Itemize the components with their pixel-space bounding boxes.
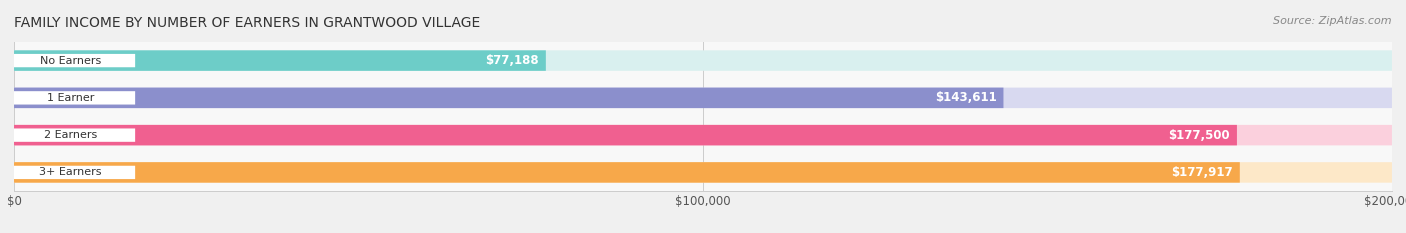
Text: Source: ZipAtlas.com: Source: ZipAtlas.com [1274,16,1392,26]
Text: $177,500: $177,500 [1168,129,1230,142]
Text: 1 Earner: 1 Earner [46,93,94,103]
FancyBboxPatch shape [14,162,1240,183]
FancyBboxPatch shape [14,162,1392,183]
Text: No Earners: No Earners [39,56,101,65]
FancyBboxPatch shape [6,90,136,105]
FancyBboxPatch shape [14,88,1392,108]
Text: 3+ Earners: 3+ Earners [39,168,101,177]
FancyBboxPatch shape [14,88,1004,108]
FancyBboxPatch shape [14,125,1392,145]
Text: $77,188: $77,188 [485,54,538,67]
FancyBboxPatch shape [14,50,1392,71]
Text: FAMILY INCOME BY NUMBER OF EARNERS IN GRANTWOOD VILLAGE: FAMILY INCOME BY NUMBER OF EARNERS IN GR… [14,16,481,30]
Text: $177,917: $177,917 [1171,166,1233,179]
FancyBboxPatch shape [6,165,136,180]
FancyBboxPatch shape [6,128,136,143]
FancyBboxPatch shape [14,125,1237,145]
Text: $143,611: $143,611 [935,91,997,104]
FancyBboxPatch shape [14,50,546,71]
FancyBboxPatch shape [6,53,136,68]
Text: 2 Earners: 2 Earners [44,130,97,140]
